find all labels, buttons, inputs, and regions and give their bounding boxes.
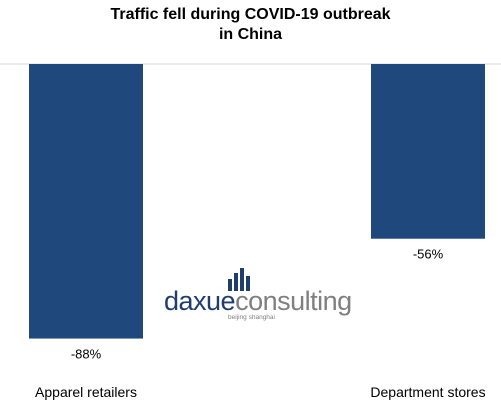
daxue-consulting-logo: daxueconsulting beijing shanghai	[164, 268, 352, 321]
category-label: Department stores	[370, 384, 485, 400]
data-labels-group: -88% -56%	[71, 247, 444, 362]
bar-department-stores	[371, 64, 485, 239]
logo-text-consulting: consulting	[235, 286, 352, 316]
chart-title: Traffic fell during COVID-19 outbreak in…	[110, 6, 391, 43]
logo-bars-icon	[228, 268, 250, 291]
logo-text: daxueconsulting	[164, 286, 352, 316]
category-label: Apparel retailers	[35, 384, 137, 400]
bars-group	[29, 64, 485, 339]
logo-subtext: beijing shanghai	[228, 314, 275, 321]
data-label: -88%	[71, 347, 102, 362]
bar-apparel-retailers	[29, 64, 143, 339]
category-labels-group: Apparel retailers Department stores	[35, 384, 486, 400]
logo-text-daxue: daxue	[164, 286, 235, 316]
data-label: -56%	[413, 247, 444, 262]
